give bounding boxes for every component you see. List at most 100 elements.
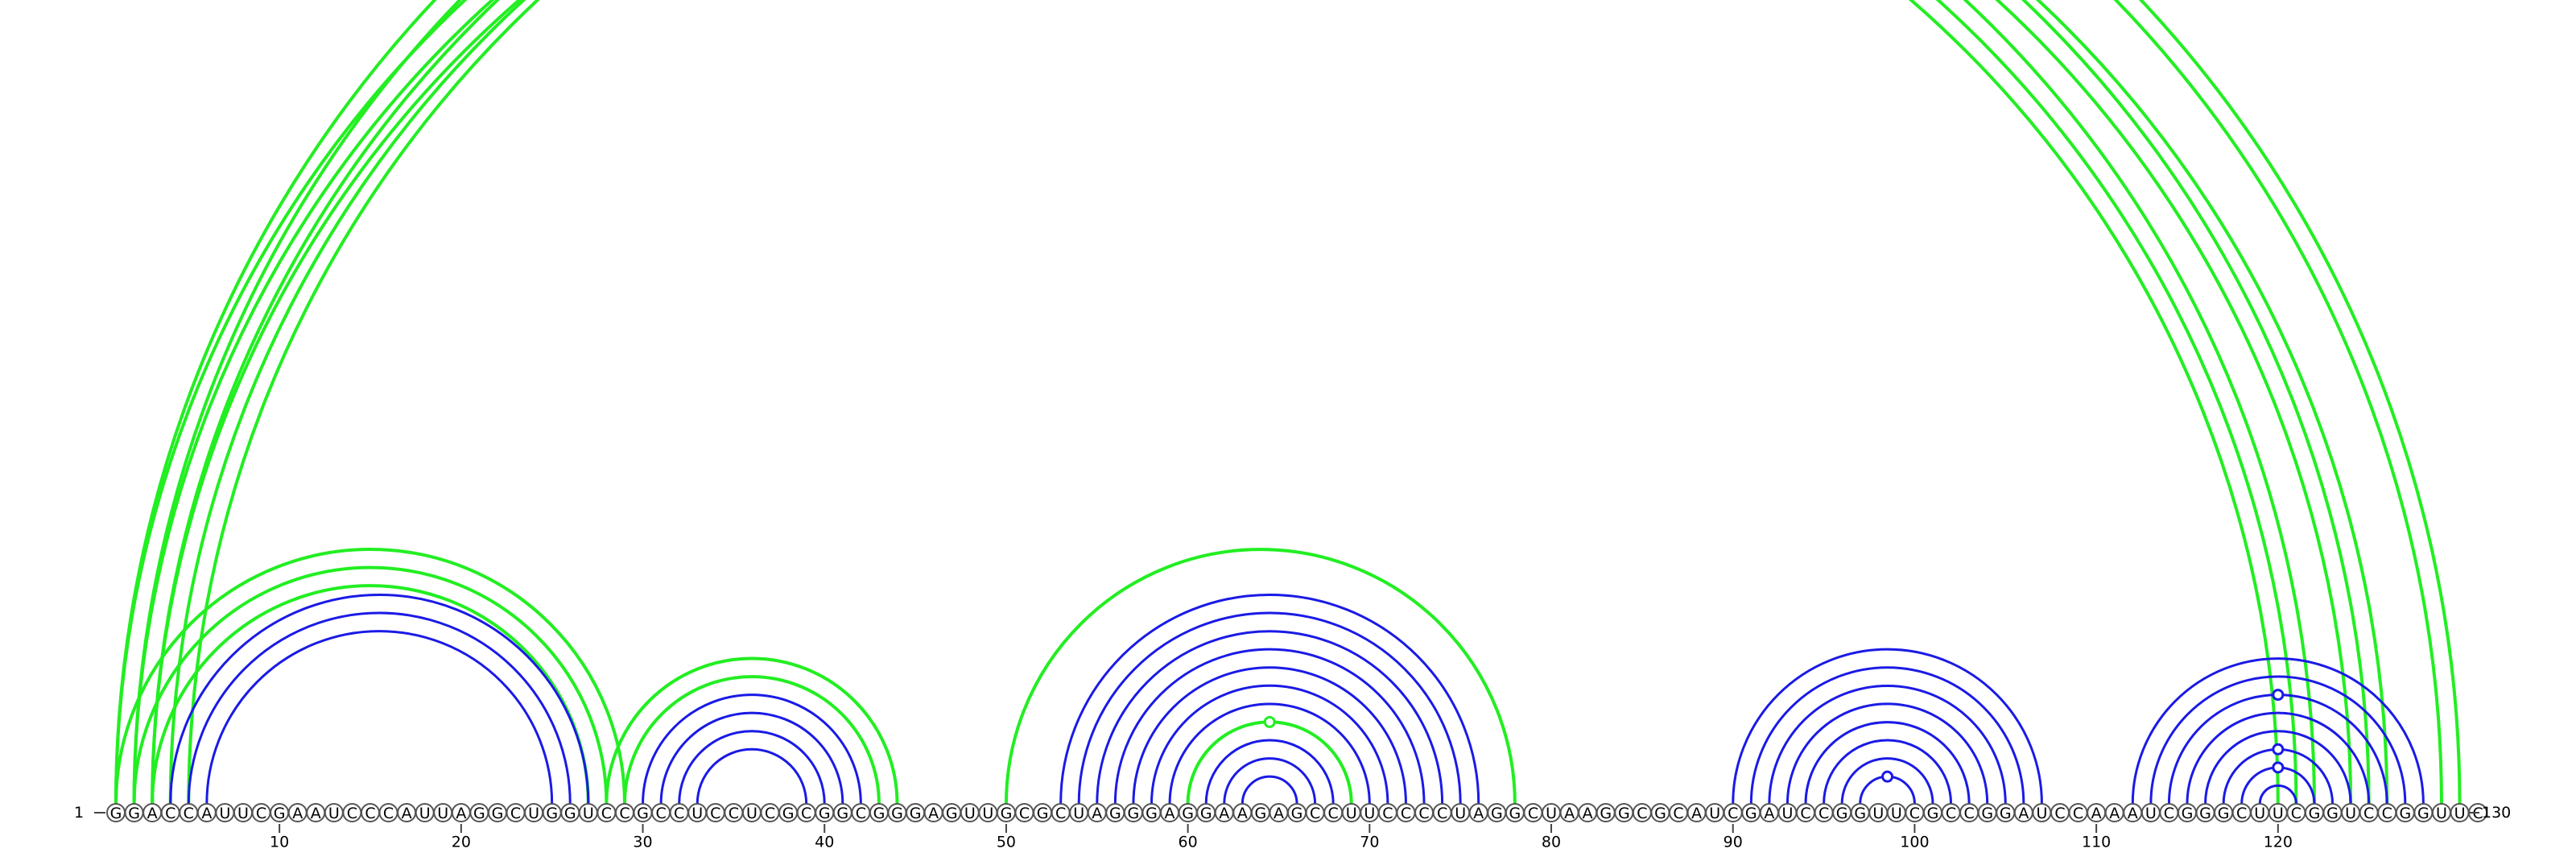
nucleotide-23: C (507, 804, 525, 822)
nucleotide-49: U (979, 804, 997, 822)
nucleotide-71: C (1379, 804, 1397, 822)
nucleotide-43: G (870, 804, 888, 822)
nucleotide-letter: A (1473, 805, 1484, 822)
nucleotide-114: C (2160, 804, 2178, 822)
loop-marker-118-122 (2273, 763, 2283, 772)
nucleotide-letter: U (982, 805, 993, 822)
arc-blue-62-67 (1224, 759, 1315, 804)
nucleotide-letter: U (2345, 805, 2356, 822)
nucleotide-78: G (1506, 804, 1524, 822)
nucleotide-82: A (1579, 804, 1596, 822)
nucleotide-letter: G (1146, 805, 1158, 822)
nucleotide-letter: U (328, 805, 340, 822)
nucleotide-letter: U (2145, 805, 2157, 822)
nucleotide-116: G (2197, 804, 2215, 822)
arc-green-2-129 (134, 0, 2442, 804)
nucleotide-81: A (1561, 804, 1579, 822)
nucleotide-letter: C (2291, 805, 2301, 822)
nucleotide-letter: A (456, 805, 466, 822)
nucleotide-letter: G (1128, 805, 1140, 822)
nucleotide-110: A (2087, 804, 2105, 822)
nucleotide-letter: G (110, 805, 122, 822)
loop-marker-114-126 (2273, 690, 2283, 700)
nucleotide-63: A (1233, 804, 1251, 822)
tick-label-120: 120 (2264, 834, 2293, 851)
nucleotide-83: G (1597, 804, 1615, 822)
nucleotide-120: U (2269, 804, 2287, 822)
nucleotide-128: G (2414, 804, 2432, 822)
nucleotide-letter: G (2000, 805, 2012, 822)
nucleotide-letter: C (1418, 805, 1429, 822)
nucleotide-9: C (253, 804, 270, 822)
nucleotide-12: A (307, 804, 324, 822)
nucleotide-letter: G (836, 805, 848, 822)
nucleotide-56: G (1106, 804, 1124, 822)
nucleotide-letter: G (2199, 805, 2211, 822)
arc-blue-32-40 (679, 731, 825, 804)
nucleotide-57: G (1125, 804, 1142, 822)
nucleotide-letter: G (2218, 805, 2230, 822)
nucleotide-letter: G (891, 805, 903, 822)
nucleotide-52: G (1034, 804, 1051, 822)
nucleotide-35: C (724, 804, 742, 822)
loop-marker-117-123 (2273, 744, 2283, 754)
nucleotide-121: C (2287, 804, 2305, 822)
nucleotide-letter: U (1891, 805, 1902, 822)
nucleotide-53: C (1052, 804, 1070, 822)
nucleotide-59: A (1161, 804, 1179, 822)
nucleotide-letter: U (1073, 805, 1084, 822)
nucleotide-93: U (1778, 804, 1796, 822)
nucleotide-letter: G (946, 805, 958, 822)
nucleotide-letter: A (1764, 805, 1774, 822)
nucleotide-letter: C (710, 805, 720, 822)
nucleotide-68: C (1324, 804, 1342, 822)
nucleotide-73: C (1415, 804, 1433, 822)
nucleotide-67: C (1307, 804, 1324, 822)
tick-label-70: 70 (1360, 834, 1379, 851)
nucleotide-11: A (289, 804, 307, 822)
tick-label-60: 60 (1179, 834, 1198, 851)
nucleotide-18: U (416, 804, 434, 822)
nucleotide-letter: C (1055, 805, 1066, 822)
nucleotide-letter: G (1745, 805, 1757, 822)
nucleotide-letter: G (2326, 805, 2339, 822)
nucleotide-70: U (1360, 804, 1378, 822)
nucleotide-14: C (343, 804, 361, 822)
nucleotide-72: C (1397, 804, 1414, 822)
base-pair-arcs (116, 0, 2460, 804)
nucleotide-letter: G (1618, 805, 1630, 822)
nucleotide-letter: C (1401, 805, 1411, 822)
nucleotide-letter: U (1709, 805, 1720, 822)
arc-green-2-28 (134, 568, 607, 804)
nucleotide-letter: C (856, 805, 866, 822)
nucleotide-letter: A (147, 805, 158, 822)
nucleotide-62: A (1216, 804, 1233, 822)
nucleotide-41: G (834, 804, 852, 822)
nucleotide-letter: C (256, 805, 266, 822)
nucleotide-47: G (943, 804, 960, 822)
nucleotide-letter: C (184, 805, 194, 822)
nucleotide-letter: G (873, 805, 886, 822)
nucleotide-7: U (216, 804, 233, 822)
nucleotide-126: C (2378, 804, 2396, 822)
nucleotide-letter: C (1673, 805, 1683, 822)
nucleotide-25: G (543, 804, 561, 822)
nucleotide-127: G (2396, 804, 2414, 822)
nucleotide-letter: G (1854, 805, 1866, 822)
tick-label-90: 90 (1724, 834, 1743, 851)
nucleotide-92: A (1761, 804, 1778, 822)
nucleotide-28: C (597, 804, 615, 822)
nucleotide-letter: G (274, 805, 286, 822)
nucleotide-94: C (1797, 804, 1814, 822)
nucleotide-letter: U (528, 805, 539, 822)
nucleotide-letter: G (128, 805, 140, 822)
nucleotide-44: G (889, 804, 906, 822)
nucleotide-letter: C (655, 805, 666, 822)
tick-label-20: 20 (452, 834, 471, 851)
arc-blue-33-39 (697, 749, 806, 804)
nucleotide-letter: G (1037, 805, 1049, 822)
nucleotide-104: G (1979, 804, 1996, 822)
nucleotide-38: G (779, 804, 797, 822)
nucleotide-87: C (1670, 804, 1687, 822)
